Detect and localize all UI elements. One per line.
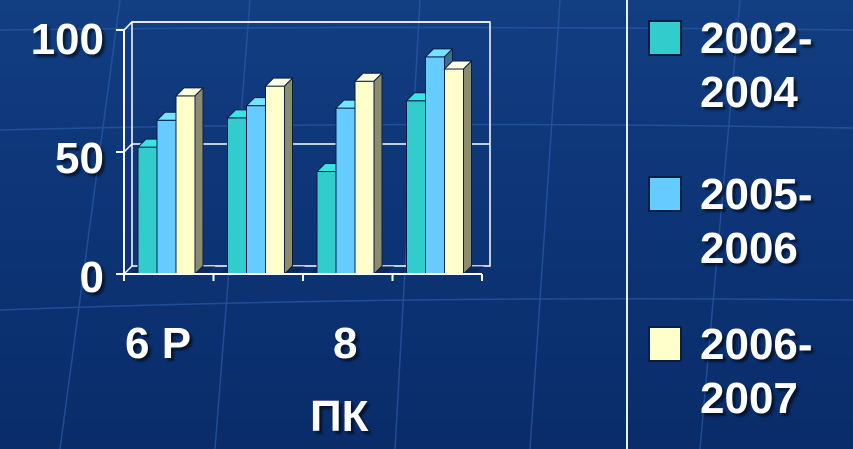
- gridline-diag-100: [124, 22, 132, 30]
- legend-entry-2002-2004: 2002- 2004: [648, 12, 848, 132]
- legend-label: 2002- 2004: [700, 12, 813, 120]
- bar-front: [266, 86, 285, 274]
- bar-front: [317, 172, 336, 274]
- bar: [266, 78, 293, 274]
- y-tick-label-0: 0: [4, 256, 104, 300]
- legend-swatch: [648, 20, 682, 56]
- legend-swatch: [648, 326, 682, 362]
- bar-front: [426, 57, 445, 274]
- legend-divider: [626, 0, 628, 449]
- legend-swatch: [648, 176, 682, 212]
- bar-side: [374, 73, 382, 274]
- bar-front: [157, 120, 176, 274]
- bars: [130, 49, 484, 274]
- bar-front: [445, 69, 464, 274]
- bar-side: [195, 88, 203, 274]
- bar-side: [285, 78, 293, 274]
- bar-front: [247, 106, 266, 274]
- gridline-diag-50: [124, 144, 132, 152]
- plot-corner-bottom: [124, 266, 132, 274]
- legend-entry-2006-2007: 2006- 2007: [648, 318, 848, 438]
- bar-front: [228, 118, 247, 274]
- bar-front: [355, 81, 374, 274]
- y-tick-label-100: 100: [4, 18, 104, 62]
- bar-front: [407, 101, 426, 274]
- bar-front: [336, 108, 355, 274]
- bar: [355, 73, 382, 274]
- x-category-label-8: 8: [333, 322, 357, 366]
- bar: [176, 88, 203, 274]
- legend-label: 2005- 2006: [700, 168, 813, 276]
- y-tick-label-50: 50: [4, 137, 104, 181]
- bar-front: [138, 147, 157, 274]
- bar-side: [464, 61, 472, 274]
- legend-label: 2006- 2007: [700, 318, 813, 426]
- x-category-label-pk: ПК: [310, 395, 368, 439]
- bar: [445, 61, 472, 274]
- legend-entry-2005-2006: 2005- 2006: [648, 168, 848, 288]
- x-category-label-6p: 6 Р: [125, 322, 191, 366]
- bar-front: [176, 96, 195, 274]
